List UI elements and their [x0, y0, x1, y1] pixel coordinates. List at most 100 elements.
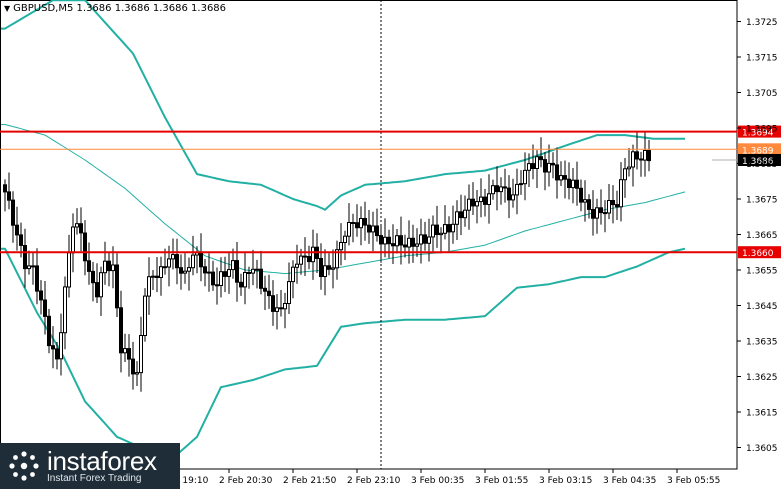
candle-body	[115, 264, 119, 309]
candle-body	[415, 243, 419, 247]
candle-body	[595, 207, 599, 219]
candle-body	[255, 268, 259, 271]
candle-body	[203, 266, 207, 274]
candle-body	[51, 345, 55, 350]
candle-bar	[231, 248, 235, 279]
candle-bar	[131, 341, 135, 390]
candle-body	[55, 348, 59, 360]
candle-body	[219, 271, 223, 287]
candle-body	[647, 150, 651, 162]
symbol-label: GBPUSD,M5	[13, 3, 74, 14]
price-level-tag	[738, 246, 781, 259]
candle-bar	[539, 137, 543, 168]
candle-bar	[255, 259, 259, 289]
candle-bar	[291, 260, 295, 299]
candle-body	[355, 222, 359, 229]
candle-body	[539, 156, 543, 161]
candle-body	[455, 211, 459, 225]
candle-bar	[327, 253, 331, 276]
candle-body	[199, 252, 203, 268]
price-level-tag	[738, 125, 781, 138]
candle-body	[167, 258, 171, 268]
candle-bar	[591, 190, 595, 236]
candle-body	[327, 265, 331, 270]
candle-bar	[359, 206, 363, 246]
candle-bar	[603, 200, 607, 233]
candle-bar	[563, 160, 567, 199]
candle-bar	[531, 144, 535, 180]
candle-body	[299, 255, 303, 265]
candle-bar	[159, 256, 163, 296]
candle-bar	[135, 361, 139, 386]
candle-body	[31, 265, 35, 268]
candle-body	[87, 260, 91, 272]
candle-bar	[479, 178, 483, 218]
candle-bar	[543, 152, 547, 191]
candle-body	[251, 268, 255, 274]
price-level-tag	[738, 143, 781, 156]
candle-body	[511, 194, 515, 201]
candle-bar	[267, 274, 271, 309]
candle-bar	[579, 179, 583, 212]
brand-logo: instaforex Instant Forex Trading	[0, 443, 180, 489]
candle-body	[279, 307, 283, 310]
candle-bar	[343, 230, 347, 260]
candle-bar	[631, 144, 635, 187]
candle-body	[263, 287, 267, 292]
candle-bar	[179, 254, 183, 290]
symbol-triangle-icon[interactable]: ▼	[4, 4, 11, 13]
candle-bar	[199, 233, 203, 282]
candle-bar	[635, 132, 639, 170]
candle-body	[211, 271, 215, 286]
price-tick-label: 1.3645	[746, 302, 778, 312]
candle-body	[283, 303, 287, 310]
candle-body	[223, 271, 227, 277]
candle-bar	[59, 313, 63, 376]
candle-bar	[227, 252, 231, 294]
candle-bar	[27, 250, 31, 275]
candle-body	[159, 266, 163, 279]
candle-bar	[211, 260, 215, 291]
candle-body	[171, 254, 175, 260]
candle-bar	[247, 266, 251, 289]
candle-body	[343, 235, 347, 243]
instaforex-logo-icon	[7, 449, 41, 483]
candle-body	[15, 224, 19, 236]
candle-body	[531, 163, 535, 170]
candle-bar	[639, 151, 643, 177]
candle-body	[183, 270, 187, 274]
candle-body	[123, 348, 127, 354]
candle-bar	[331, 249, 335, 289]
candle-body	[163, 266, 167, 269]
candle-bar	[147, 257, 151, 315]
time-tick-label: 2 Feb 20:30	[219, 476, 273, 486]
candle-body	[527, 163, 531, 171]
candle-bar	[115, 253, 119, 317]
candle-bar	[495, 166, 499, 211]
candle-bar	[87, 242, 91, 285]
candle-body	[431, 224, 435, 238]
candle-bar	[275, 294, 279, 330]
time-tick-label: 2 Feb 19:10	[155, 476, 209, 486]
candle-body	[611, 200, 615, 206]
candle-bar	[15, 206, 19, 251]
candle-body	[135, 372, 139, 375]
current-price-tag	[738, 154, 781, 166]
candle-body	[515, 183, 519, 196]
candle-body	[471, 198, 475, 207]
candle-body	[131, 358, 135, 375]
candle-body	[27, 265, 31, 270]
price-tick-label: 1.3705	[746, 89, 778, 99]
candle-body	[371, 225, 375, 233]
candle-body	[19, 234, 23, 246]
candle-body	[603, 212, 607, 215]
candle-bar	[643, 131, 647, 177]
candle-bar	[423, 221, 427, 251]
candle-bar	[523, 152, 527, 201]
candle-bar	[259, 250, 263, 295]
candle-bar	[171, 238, 175, 270]
candle-bar	[7, 172, 11, 210]
price-tick-label: 1.3715	[746, 54, 778, 64]
